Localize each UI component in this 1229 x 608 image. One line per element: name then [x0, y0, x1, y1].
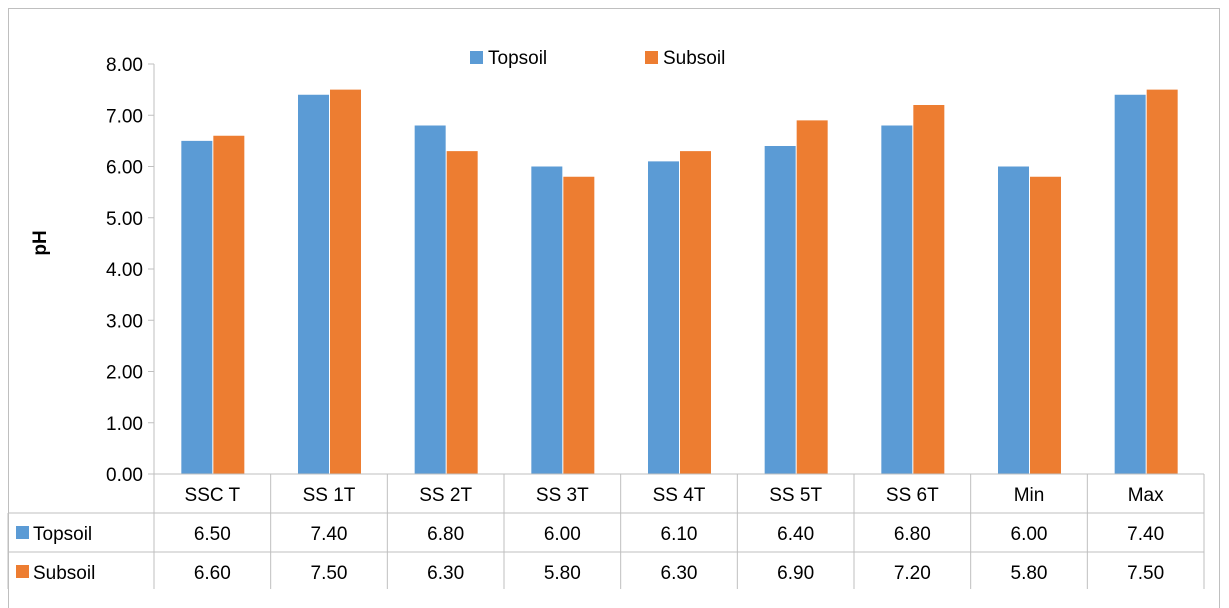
table-cell-subsoil: 5.80: [544, 563, 581, 584]
bar-topsoil: [648, 161, 679, 474]
bar-subsoil: [1146, 89, 1178, 474]
bar-series: [181, 89, 1178, 474]
bar-subsoil: [213, 135, 245, 474]
y-tick-label: 0.00: [106, 465, 143, 486]
table-cell-topsoil: 6.50: [194, 524, 231, 545]
table-row-label-topsoil: Topsoil: [33, 524, 92, 545]
bar-topsoil: [531, 166, 563, 474]
table-cell-subsoil: 5.80: [1011, 563, 1048, 584]
bar-topsoil: [298, 94, 329, 474]
bar-topsoil: [998, 166, 1029, 474]
table-cell-topsoil: 6.00: [1011, 524, 1048, 545]
y-axis-ticks: 0.00 1.00 2.00 3.00 4.00 5.00 6.00 7.00 8.00: [106, 55, 155, 486]
x-tick-label: SS 5T: [769, 485, 822, 506]
legend-label-topsoil: Topsoil: [488, 48, 547, 69]
legend-swatch-subsoil: [645, 51, 658, 64]
y-tick-label: 7.00: [106, 106, 143, 127]
legend-label-subsoil: Subsoil: [663, 48, 725, 69]
bar-topsoil: [414, 125, 446, 474]
bar-subsoil: [446, 151, 478, 474]
x-tick-label: SS 4T: [653, 485, 706, 506]
table-legend-key-topsoil: [16, 526, 29, 539]
chart-frame: [8, 8, 1220, 608]
table-cell-subsoil: 7.20: [894, 563, 931, 584]
table-cell-topsoil: 6.10: [661, 524, 698, 545]
bar-topsoil: [181, 140, 213, 474]
y-axis-title: pH: [30, 230, 51, 255]
x-tick-label: Max: [1128, 485, 1164, 506]
legend: Topsoil Subsoil: [470, 48, 725, 69]
y-tick-label: 2.00: [106, 363, 143, 384]
table-cell-subsoil: 6.30: [661, 563, 698, 584]
x-tick-label: SS 2T: [419, 485, 472, 506]
y-tick-label: 3.00: [106, 311, 143, 332]
bar-topsoil: [881, 125, 913, 474]
table-cell-topsoil: 7.40: [1127, 524, 1164, 545]
bar-subsoil: [563, 176, 595, 474]
bar-subsoil: [913, 105, 945, 474]
x-tick-label: SS 3T: [536, 485, 589, 506]
table-cell-subsoil: 6.90: [777, 563, 814, 584]
y-tick-label: 5.00: [106, 209, 143, 230]
bar-subsoil: [680, 151, 711, 474]
y-axis-title-group: pH: [30, 230, 51, 255]
table-row-label-subsoil: Subsoil: [33, 563, 95, 584]
bar-subsoil: [1030, 176, 1061, 474]
bar-chart: pH 0.001.002.003.004.005.006.007.008.00 …: [7, 48, 1205, 589]
table-cell-topsoil: 6.00: [544, 524, 581, 545]
bar-topsoil: [764, 146, 796, 474]
y-tick-label: 4.00: [106, 260, 143, 281]
x-tick-label: SS 1T: [303, 485, 356, 506]
table-legend-key-subsoil: [16, 565, 29, 578]
table-cell-subsoil: 7.50: [311, 563, 348, 584]
table-cell-subsoil: 6.30: [427, 563, 464, 584]
table-cell-topsoil: 7.40: [311, 524, 348, 545]
legend-swatch-topsoil: [470, 51, 483, 64]
table-cell-subsoil: 6.60: [194, 563, 231, 584]
y-tick-label: 8.00: [106, 55, 143, 76]
table-cell-topsoil: 6.80: [427, 524, 464, 545]
x-tick-label: Min: [1014, 485, 1045, 506]
table-cell-topsoil: 6.40: [777, 524, 814, 545]
table-cell-topsoil: 6.80: [894, 524, 931, 545]
x-tick-label: SS 6T: [886, 485, 939, 506]
y-tick-label: 1.00: [106, 414, 143, 435]
bar-subsoil: [796, 120, 828, 474]
bar-topsoil: [1114, 94, 1146, 474]
bar-subsoil: [330, 89, 361, 474]
table-cell-subsoil: 7.50: [1127, 563, 1164, 584]
data-table: SSC T SS 1T SS 2T SS 3T SS 4T SS 5T SS 6T Min Ma…: [7, 473, 1205, 589]
y-tick-label: 6.00: [106, 158, 143, 179]
x-tick-label: SSC T: [185, 485, 241, 506]
